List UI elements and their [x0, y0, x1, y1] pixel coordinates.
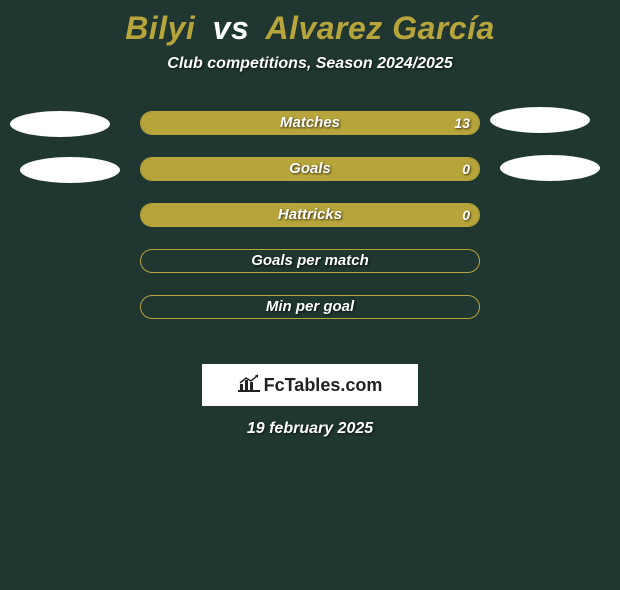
- chart-icon: [238, 374, 260, 397]
- bar-track: [140, 249, 480, 273]
- logo-box: FcTables.com: [202, 364, 418, 406]
- page-title: Bilyi vs Alvarez García: [0, 10, 620, 47]
- bar-value: 0: [462, 157, 470, 181]
- bar-value: 13: [454, 111, 470, 135]
- date-text: 19 february 2025: [0, 420, 620, 438]
- left-ellipse: [20, 157, 120, 183]
- stat-row: Min per goal: [0, 295, 620, 341]
- bar-value: 0: [462, 203, 470, 227]
- left-ellipse: [10, 111, 110, 137]
- stat-row: Goals per match: [0, 249, 620, 295]
- stat-row: Hattricks0: [0, 203, 620, 249]
- logo-text: FcTables.com: [264, 375, 383, 396]
- subtitle: Club competitions, Season 2024/2025: [0, 55, 620, 73]
- right-ellipse: [490, 107, 590, 133]
- stat-row: Matches13: [0, 111, 620, 157]
- bar-fill: [141, 158, 479, 180]
- bar-track: [140, 295, 480, 319]
- bar-fill: [141, 204, 479, 226]
- right-ellipse: [500, 155, 600, 181]
- title-vs: vs: [213, 10, 250, 46]
- stat-row: Goals0: [0, 157, 620, 203]
- stats-rows: Matches13Goals0Hattricks0Goals per match…: [0, 111, 620, 341]
- bar-fill: [141, 112, 479, 134]
- title-player1: Bilyi: [125, 10, 195, 46]
- title-player2: Alvarez García: [265, 10, 494, 46]
